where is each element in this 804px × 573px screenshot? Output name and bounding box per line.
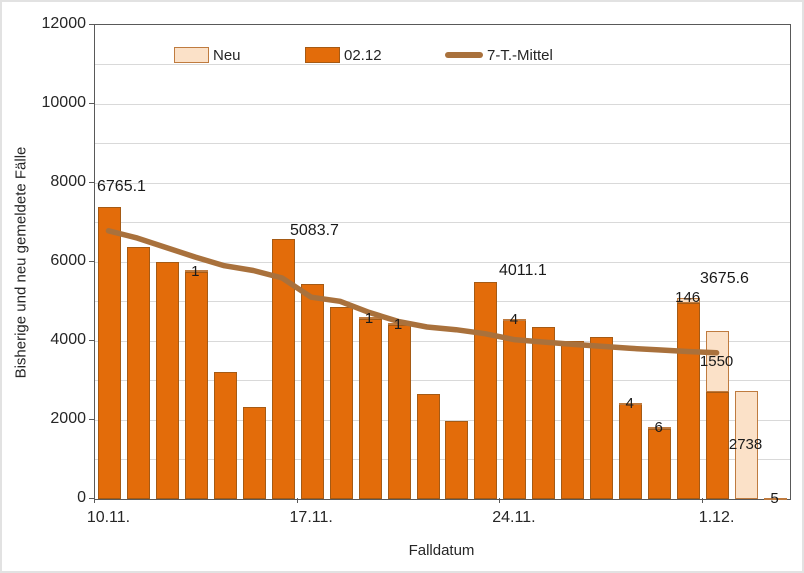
bar-segment-0212 — [445, 421, 469, 499]
x-tick-label: 17.11. — [289, 509, 333, 526]
neu-bar-label: 2738 — [728, 435, 763, 453]
y-tick-label: 8000 — [50, 173, 86, 190]
bar-segment-0212 — [213, 372, 237, 499]
neu-bar-label: 4 — [509, 311, 519, 329]
seven-day-average-line — [105, 228, 720, 356]
legend-swatch-0212 — [305, 47, 340, 63]
bar-segment-0212 — [126, 247, 150, 499]
bar-segment-0212 — [358, 318, 382, 499]
bar-segment-neu — [764, 497, 788, 500]
bar-segment-0212 — [184, 271, 208, 499]
seven-day-average-point-label: 4011.1 — [499, 262, 547, 279]
y-tick-label: 4000 — [50, 331, 86, 348]
bar-segment-0212 — [561, 341, 585, 499]
x-tick-mark — [702, 498, 704, 503]
legend-item-7t-mittel: 7-T.-Mittel — [445, 46, 553, 64]
x-tick-mark — [296, 498, 298, 503]
bar-segment-neu — [677, 297, 701, 304]
bar-segment-0212 — [648, 428, 672, 499]
x-axis-title: Falldatum — [408, 542, 475, 559]
legend: Neu 02.12 7-T.-Mittel — [2, 46, 802, 64]
x-tick-mark — [94, 498, 95, 503]
bar-segment-0212 — [532, 327, 556, 499]
bar-segment-neu — [648, 427, 672, 430]
y-tick-label: 0 — [77, 489, 86, 506]
legend-swatch-7t-mittel — [445, 52, 483, 58]
seven-day-average-point-label: 5083.7 — [290, 222, 339, 239]
bar-segment-0212 — [590, 337, 614, 499]
neu-bar-label: 6 — [654, 419, 663, 437]
seven-day-average-line-layer — [105, 228, 720, 356]
gridline — [95, 143, 790, 144]
seven-day-average-point-label: 3675.6 — [700, 270, 749, 287]
bar-segment-neu — [619, 402, 643, 405]
neu-bar-label: 1 — [393, 315, 403, 333]
gridline — [95, 340, 790, 342]
gridline — [95, 419, 790, 421]
y-tick-mark — [89, 419, 94, 420]
y-tick-mark — [89, 498, 94, 499]
x-tick-mark — [499, 498, 501, 503]
bar-segment-0212 — [242, 406, 266, 499]
legend-label-0212: 02.12 — [344, 46, 382, 64]
bar-segment-neu — [706, 331, 730, 393]
legend-item-neu: Neu — [174, 46, 241, 64]
bar-segment-0212 — [97, 206, 121, 499]
gridline — [95, 380, 790, 381]
seven-day-average-point-label: 6765.1 — [97, 178, 146, 195]
bar-segment-0212 — [329, 307, 353, 499]
gridline — [95, 103, 790, 105]
gridline — [95, 64, 790, 65]
neu-bar-label: 5 — [770, 489, 779, 507]
bar-segment-0212 — [416, 394, 440, 499]
plot-area — [94, 24, 791, 500]
neu-bar-label: 4 — [625, 395, 634, 413]
bar-segment-0212 — [387, 324, 411, 499]
x-tick-label: 24.11. — [492, 509, 536, 526]
bar-segment-0212 — [155, 262, 179, 499]
y-tick-mark — [89, 24, 94, 25]
bar-segment-0212 — [271, 239, 295, 499]
y-tick-mark — [89, 340, 94, 341]
y-tick-label: 6000 — [50, 252, 86, 269]
bar-segment-0212 — [706, 392, 730, 499]
y-tick-label: 12000 — [41, 15, 87, 32]
bar-segment-0212 — [300, 283, 324, 499]
y-tick-label: 10000 — [41, 94, 87, 111]
gridline — [95, 182, 790, 184]
bar-segment-neu — [184, 270, 208, 273]
x-tick-label: 1.12. — [698, 509, 735, 526]
neu-bar-label: 1 — [364, 309, 374, 327]
neu-bar-label: 1 — [191, 262, 200, 280]
y-tick-mark — [89, 182, 94, 183]
y-tick-mark — [89, 103, 94, 104]
gridline — [95, 301, 790, 302]
legend-label-7t-mittel: 7-T.-Mittel — [487, 46, 553, 64]
legend-item-0212: 02.12 — [305, 46, 382, 64]
bar-segment-neu — [735, 390, 759, 499]
neu-bar-label: 1550 — [699, 352, 734, 370]
legend-swatch-neu — [174, 47, 209, 63]
gridline — [95, 261, 790, 263]
y-tick-mark — [89, 261, 94, 262]
legend-label-neu: Neu — [213, 46, 241, 64]
y-tick-label: 2000 — [50, 410, 86, 427]
x-tick-label: 10.11. — [86, 509, 131, 526]
neu-bar-label: 146 — [675, 288, 701, 306]
gridline — [95, 222, 790, 223]
bar-segment-neu — [503, 318, 527, 321]
gridline — [95, 459, 790, 460]
